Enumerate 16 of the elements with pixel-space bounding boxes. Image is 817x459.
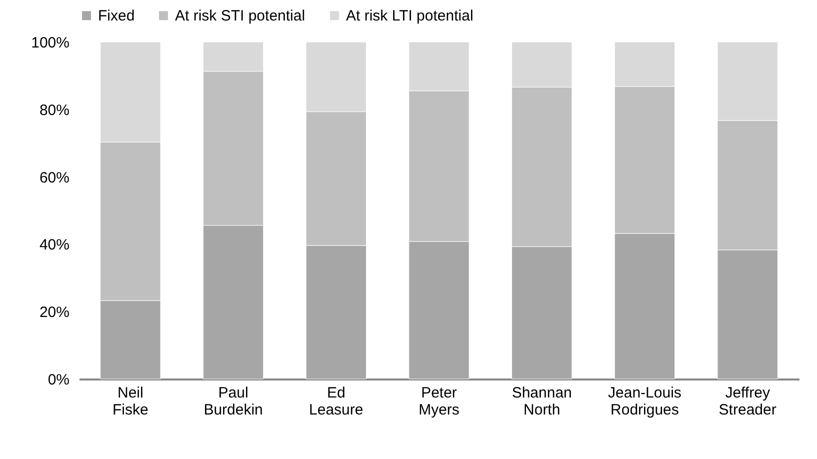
y-tick-label: 80% [39,102,70,119]
legend-label: At risk STI potential [175,8,306,25]
x-tick-label: Peter Myers [418,384,460,418]
legend-label: Fixed [98,8,135,25]
x-tick-label: Ed Leasure [309,384,364,418]
x-tick-label: Paul Burdekin [204,384,263,418]
x-tick-label: Shannan North [512,384,572,418]
y-tick-label: 100% [31,34,70,52]
x-tick-label: Jeffrey Streader [718,384,776,418]
x-tick-label: Neil Fiske [112,384,148,418]
x-tick-label: Jean-Louis Rodrigues [608,384,682,418]
legend-label: At risk LTI potential [346,8,474,25]
y-tick-label: 40% [39,236,70,254]
y-tick-label: 0% [48,372,70,388]
y-tick-label: 60% [39,169,70,186]
y-tick-label: 20% [39,304,70,322]
